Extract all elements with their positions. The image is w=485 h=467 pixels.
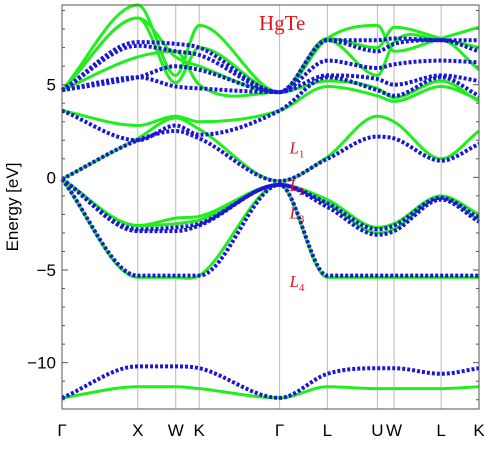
band-line [60, 38, 480, 95]
plot-frame [61, 4, 480, 410]
x-tick-label: L [323, 421, 332, 440]
x-tick-label: X [132, 421, 143, 440]
band-line [60, 177, 481, 237]
band-line [61, 85, 480, 127]
x-tick-label: W [168, 421, 184, 440]
y-tick-label: 5 [47, 76, 56, 95]
band-line [61, 75, 480, 143]
x-tick-label: Γ [275, 421, 284, 440]
band-label-subscript: 2 [299, 186, 305, 198]
y-tick-label: −10 [27, 354, 56, 373]
x-tick-label: W [386, 421, 402, 440]
band-label-subscript: 3 [299, 214, 305, 226]
x-tick-label: L [436, 421, 445, 440]
band-line [61, 73, 480, 95]
y-tick-label: 0 [47, 168, 56, 187]
x-tick-label: K [194, 421, 206, 440]
y-axis-label: Energy [eV] [3, 163, 22, 252]
band-line [60, 177, 479, 278]
y-tick-label: −5 [37, 261, 56, 280]
band-series-2 [60, 36, 481, 400]
axis-ticks: 50−5−10Γ X W K Γ L U W L K [27, 10, 485, 440]
grid-lines [137, 5, 442, 409]
chart-title: HgTe [259, 11, 305, 35]
band-label-subscript: 1 [299, 149, 305, 161]
band-line [60, 16, 480, 94]
band-label-subscript: 4 [299, 282, 305, 294]
x-tick-label: K [473, 421, 485, 440]
band-line [60, 177, 480, 232]
x-tick-label: U [371, 421, 383, 440]
x-tick-label: Γ [57, 421, 66, 440]
band-series [60, 3, 481, 400]
band-line [61, 58, 480, 95]
band-line [61, 364, 480, 400]
